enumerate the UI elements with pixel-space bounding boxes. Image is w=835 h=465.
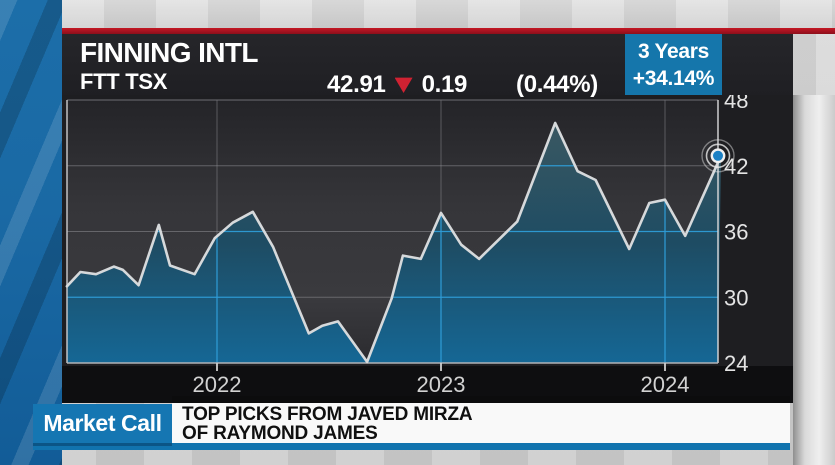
svg-text:24: 24 — [724, 351, 748, 376]
banner-top-bar — [172, 396, 790, 403]
svg-text:42: 42 — [724, 154, 748, 179]
price-change-percent: (0.44%) — [516, 71, 598, 98]
studio-backdrop-top — [0, 0, 835, 30]
headline-line1: TOP PICKS FROM JAVED MIRZA — [182, 404, 473, 425]
headline-banner: TOP PICKS FROM JAVED MIRZA OF RAYMOND JA… — [172, 403, 790, 443]
banner-underline — [33, 443, 790, 450]
studio-backdrop-right — [793, 95, 835, 465]
studio-backdrop-left — [0, 0, 62, 465]
svg-text:2022: 2022 — [193, 372, 242, 397]
security-name: FINNING INTL — [80, 37, 258, 68]
price-chart: 2022 2023 2024 24 30 36 42 48 — [62, 95, 793, 403]
svg-text:30: 30 — [724, 285, 748, 310]
svg-text:2024: 2024 — [641, 372, 690, 397]
last-price: 42.91 — [327, 71, 386, 98]
show-logo: Market Call — [33, 404, 172, 443]
range-label: 3 Years — [637, 39, 710, 63]
range-return-value: +34.14% — [632, 66, 715, 90]
svg-text:36: 36 — [724, 220, 748, 245]
show-logo-text: Market Call — [43, 410, 162, 436]
range-return-badge[interactable]: 3 Years +34.14% — [625, 34, 722, 95]
svg-text:2023: 2023 — [417, 372, 466, 397]
svg-text:48: 48 — [724, 95, 748, 113]
headline-line2: OF RAYMOND JAMES — [182, 423, 378, 444]
quote-header: FINNING INTL FTT TSX 42.91 0.19 (0.44%) … — [62, 34, 793, 98]
price-change: 0.19 — [421, 71, 468, 98]
accent-red-bar — [62, 28, 835, 34]
ticker-symbol: FTT TSX — [80, 69, 168, 94]
price-row: 42.91 0.19 — [327, 71, 467, 99]
down-triangle-icon — [394, 77, 413, 93]
quote-chart-panel: FINNING INTL FTT TSX 42.91 0.19 (0.44%) … — [62, 34, 793, 403]
